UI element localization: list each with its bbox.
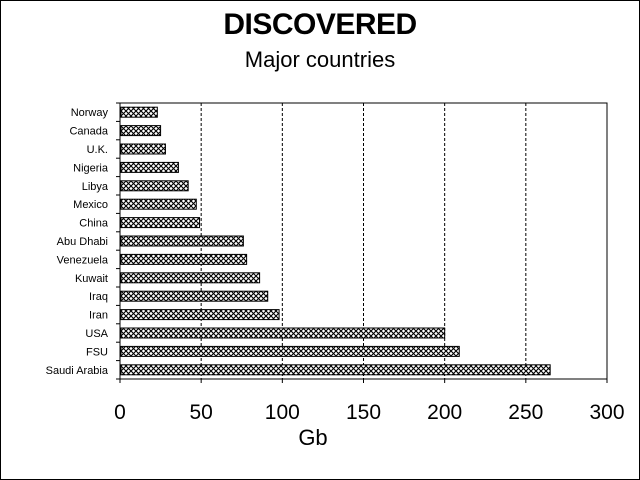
category-label: Norway: [71, 107, 109, 119]
category-label: Saudi Arabia: [46, 365, 109, 377]
bar-libya: [120, 180, 189, 192]
category-label: Iraq: [89, 291, 108, 303]
x-tick-labels: 0 50 100 150 200 250 300: [114, 401, 624, 424]
bar-u-k-: [120, 143, 166, 155]
bar-china: [120, 217, 201, 229]
x-tick-label: 50: [189, 401, 212, 424]
category-labels: Norway Canada U.K. Nigeria Libya Mexico China A…: [46, 107, 109, 377]
x-tick-label: 200: [427, 401, 462, 424]
x-tick-label: 0: [114, 401, 126, 424]
category-label: China: [79, 218, 109, 230]
bar-canada: [120, 125, 162, 137]
category-label: Abu Dhabi: [57, 236, 108, 248]
x-tick-label: 300: [589, 401, 624, 424]
category-label: Kuwait: [75, 273, 108, 285]
category-label: Mexico: [73, 199, 108, 211]
category-label: USA: [85, 328, 108, 340]
bar-saudi-arabia: [120, 364, 551, 376]
bar-usa: [120, 327, 446, 339]
chart-subtitle: Major countries: [244, 47, 396, 72]
bar-mexico: [120, 198, 197, 210]
axes: [116, 102, 608, 383]
bar-abu-dhabi: [120, 235, 244, 247]
bar-fsu: [120, 345, 460, 357]
category-label: FSU: [86, 346, 108, 358]
bar-kuwait: [120, 272, 261, 284]
x-tick-label: 100: [265, 401, 300, 424]
bar-norway: [120, 106, 158, 118]
bars: [120, 106, 551, 376]
category-label: Nigeria: [73, 162, 109, 174]
bar-iraq: [120, 290, 269, 302]
category-label: Venezuela: [57, 254, 109, 266]
category-label: Libya: [82, 181, 109, 193]
x-tick-label: 150: [346, 401, 381, 424]
bar-iran: [120, 309, 280, 321]
bar-venezuela: [120, 253, 248, 265]
category-label: Iran: [89, 310, 108, 322]
x-tick-label: 250: [508, 401, 543, 424]
category-label: U.K.: [87, 144, 108, 156]
bar-nigeria: [120, 161, 179, 173]
category-label: Canada: [69, 126, 108, 138]
x-axis-label: Gb: [298, 425, 328, 450]
chart-title: DISCOVERED: [223, 8, 417, 41]
